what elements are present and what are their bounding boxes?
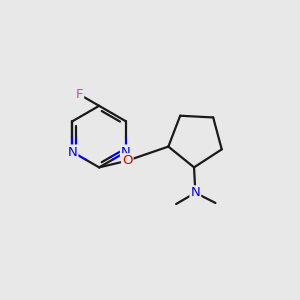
Text: N: N — [121, 146, 131, 158]
Text: F: F — [76, 88, 83, 101]
Text: O: O — [122, 154, 133, 167]
Text: N: N — [68, 146, 77, 158]
Text: N: N — [190, 186, 200, 199]
